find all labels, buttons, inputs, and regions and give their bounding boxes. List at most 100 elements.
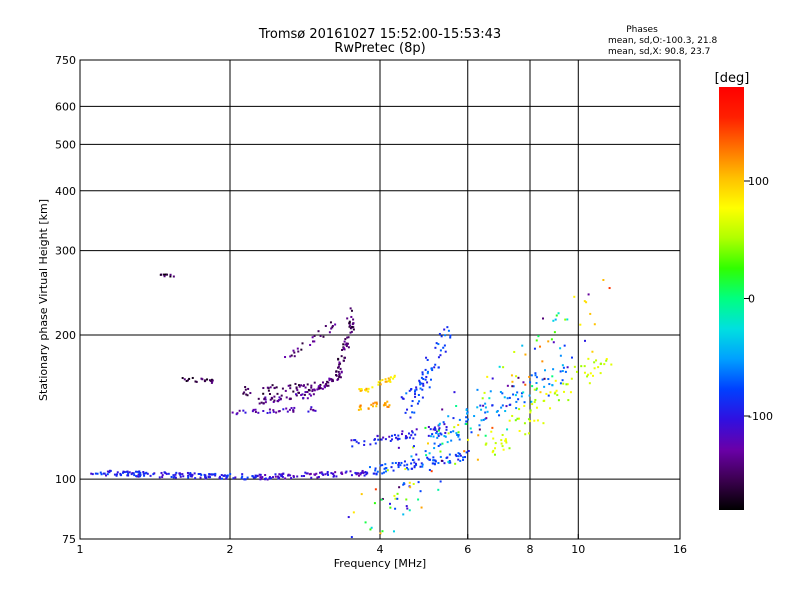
echo-point [439,450,442,453]
echo-point [218,475,221,478]
echo-point [444,435,447,438]
echo-point [293,351,296,354]
echo-point [469,427,472,430]
echo-point [301,342,304,345]
echo-point [267,389,270,392]
echo-point [335,374,338,377]
echo-point [185,380,188,383]
echo-point [410,404,413,407]
echo-point [427,425,430,428]
echo-point [193,472,196,475]
echo-point [338,375,341,378]
echo-point [244,386,247,389]
echo-point [561,370,564,373]
echo-point [264,474,267,477]
echo-point [229,473,232,476]
echo-point [400,396,403,399]
echo-point [257,411,260,414]
echo-point [506,397,509,400]
echo-point [431,433,434,436]
echo-point [506,428,509,431]
echo-point [437,366,440,369]
echo-point [529,381,532,384]
echo-point [426,381,429,384]
echo-point [455,405,458,408]
echo-point [414,395,417,398]
echo-point [268,476,271,479]
echo-point [181,377,184,380]
echo-point [456,433,459,436]
echo-point [369,443,372,446]
echo-point [421,371,424,374]
echo-point [554,318,557,321]
echo-point [379,532,382,535]
echo-point [437,462,440,465]
echo-point [533,388,536,391]
echo-point [346,336,349,339]
echo-point [350,474,353,477]
echo-point [479,404,482,407]
echo-point [313,340,316,343]
echo-point [552,368,555,371]
echo-point [440,433,443,436]
x-tick-labels: 1 2 4 6 8 10 16 [77,534,687,556]
echo-point [90,472,93,475]
echo-point [385,380,388,383]
echo-point [120,474,123,477]
echo-point [417,481,420,484]
echo-point [394,507,397,510]
echo-point [520,392,523,395]
echo-point [559,347,562,350]
echo-point [494,442,497,445]
echo-point [191,376,194,379]
echo-point [486,410,489,413]
echo-point [463,450,466,453]
echo-point [363,474,366,477]
echo-point [517,376,520,379]
echo-point [288,408,291,411]
echo-point [455,455,458,458]
echo-point [425,454,428,457]
echo-point [270,477,273,480]
echo-point [510,374,513,377]
echo-point [524,433,527,436]
echo-point [387,380,390,383]
echo-point [170,475,173,478]
y-tick-label: 600 [55,100,76,113]
echo-point [393,494,396,497]
y-tick-label: 300 [55,245,76,258]
echo-point [343,340,346,343]
echo-point [349,307,352,310]
echo-point [375,401,378,404]
echo-point [187,476,190,479]
echo-point [416,402,419,405]
echo-point [539,391,542,394]
echo-point [407,432,410,435]
echo-point [382,471,385,474]
echo-point [417,458,420,461]
echo-point [301,393,304,396]
echo-point [340,370,343,373]
echo-point [527,418,530,421]
echo-point [389,380,392,383]
echo-point [106,470,109,473]
echo-point [552,319,555,322]
echo-point [439,443,442,446]
echo-point [268,477,271,480]
echo-point [441,408,444,411]
echo-point [258,402,261,405]
echo-point [514,394,517,397]
echo-point [261,476,264,479]
echo-point [357,474,360,477]
echo-point [310,384,313,387]
echo-point [587,293,590,296]
echo-point [393,374,396,377]
echo-point [447,460,450,463]
echo-point [128,471,131,474]
echo-point [434,428,437,431]
echo-point [541,378,544,381]
echo-point [315,472,318,475]
echo-point [122,470,125,473]
echo-point [405,466,408,469]
echo-point [455,432,458,435]
